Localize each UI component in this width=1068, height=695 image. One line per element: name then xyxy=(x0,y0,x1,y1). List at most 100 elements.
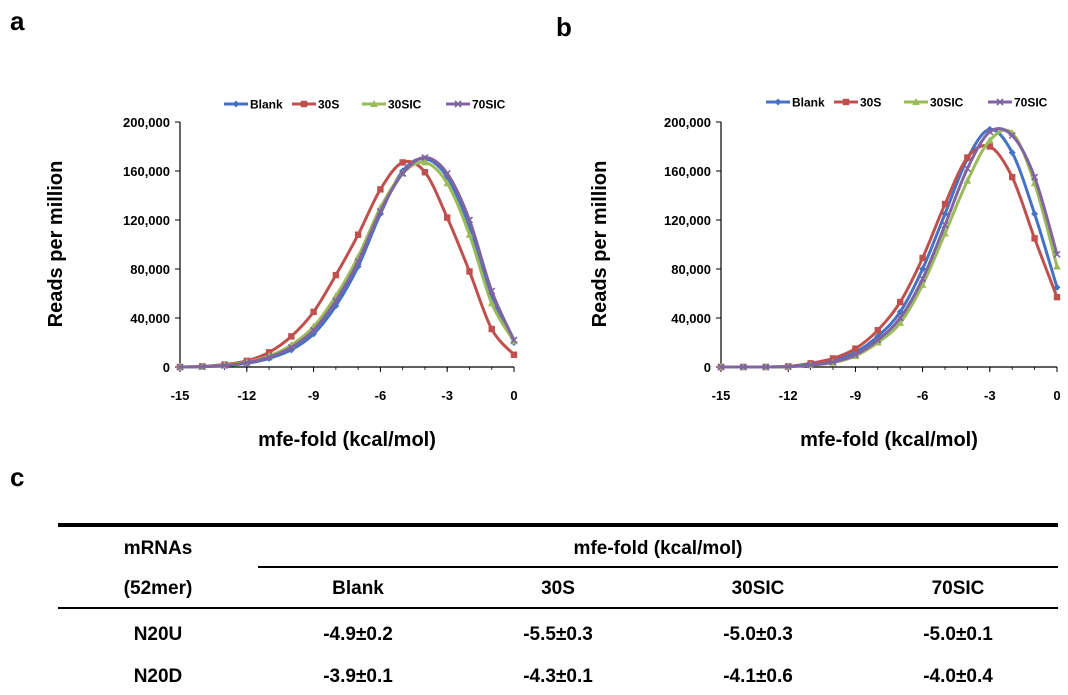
table-group-header: mfe-fold (kcal/mol) xyxy=(573,538,743,559)
chart-a-y-tick-label: 160,000 xyxy=(123,164,170,179)
chart-a-data-point-30S xyxy=(510,351,518,358)
chart-a-data-point-30SIC xyxy=(487,299,496,307)
table-col-header-70sic: 70SIC xyxy=(931,578,985,599)
chart-a-data-point-70SIC xyxy=(399,169,407,178)
chart-b-data-point-70SIC xyxy=(896,314,904,322)
chart-b-x-axis-title: mfe-fold (kcal/mol) xyxy=(800,429,978,451)
chart-a-y-axis-title: Reads per million xyxy=(45,161,67,328)
chart-a-series-line-30S xyxy=(179,159,516,369)
chart-b-data-point-30S xyxy=(941,200,949,208)
table-cell: -5.0±0.3 xyxy=(723,624,793,645)
chart-a-data-point-70SIC xyxy=(488,287,496,295)
chart-a-legend-marker xyxy=(454,100,462,108)
chart-b-legend-label: 30SIC xyxy=(930,96,964,110)
chart-b-data-point-30SIC xyxy=(1053,262,1061,270)
chart-a-legend-label: Blank xyxy=(250,98,283,112)
chart-a-data-point-70SIC xyxy=(287,343,295,351)
chart-a-data-point-70SIC xyxy=(332,297,340,305)
chart-b-data-point-70SIC xyxy=(807,361,815,369)
panel-label-a: a xyxy=(10,6,25,36)
chart-b-data-point-70SIC xyxy=(1053,250,1061,258)
chart-a-y-tick-label: 120,000 xyxy=(123,213,170,228)
chart-a-data-point-70SIC xyxy=(376,207,384,215)
chart-b-data-point-30S xyxy=(1031,235,1038,242)
chart-b-legend-label: 30S xyxy=(860,96,881,110)
chart-b-data-point-30S xyxy=(874,327,881,334)
chart-b-data-point-30S xyxy=(1009,173,1016,181)
chart-b-data-point-30S xyxy=(852,345,859,352)
table-header-mrnas: mRNAs xyxy=(123,538,193,559)
chart-a-legend-label: 30S xyxy=(318,98,339,112)
results-table: mRNAs (52mer) mfe-fold (kcal/mol) Blank … xyxy=(58,520,1058,695)
chart-b-legend-label: 70SIC xyxy=(1014,96,1048,110)
chart-b-data-point-30SIC xyxy=(986,136,994,144)
chart-a-x-axis-title: mfe-fold (kcal/mol) xyxy=(258,429,436,451)
panel-label-c: c xyxy=(10,462,25,492)
chart-a-y-tick-label: 80,000 xyxy=(130,262,170,277)
table-header-rule xyxy=(58,607,1058,609)
chart-b-y-tick-label: 40,000 xyxy=(671,311,711,326)
chart-b-y-tick-label: 200,000 xyxy=(664,115,711,130)
chart-a-x-tick-label: -9 xyxy=(308,388,320,403)
table-cell: -4.3±0.1 xyxy=(523,666,593,687)
table-group-rule xyxy=(258,566,1058,568)
chart-b-x-tick-label: -9 xyxy=(850,388,862,403)
chart-a-data-point-30SIC xyxy=(443,179,451,187)
chart-a-data-point-30SIC xyxy=(465,230,474,238)
chart-a-data-point-30S xyxy=(377,186,384,193)
chart-b-data-point-70SIC xyxy=(1008,131,1016,140)
chart-a-data-point-30S xyxy=(332,271,340,279)
chart-b-series-line-70SIC xyxy=(721,127,1059,369)
chart-b-data-point-Blank xyxy=(919,265,927,273)
chart-a-data-point-30S xyxy=(399,159,406,166)
chart-b-data-point-70SIC xyxy=(919,275,927,283)
table-header-52mer: (52mer) xyxy=(123,578,193,599)
chart-b-y-tick-label: 80,000 xyxy=(671,262,711,277)
chart-b-legend-marker xyxy=(912,98,920,105)
panel-label-b: b xyxy=(556,12,572,42)
chart-a-data-point-30S xyxy=(310,308,317,316)
chart-b-data-point-30S xyxy=(897,298,904,306)
chart-a-data-point-30S xyxy=(421,169,429,176)
chart-b-y-axis-title: Reads per million xyxy=(589,161,611,328)
chart-a-series-line-70SIC xyxy=(179,156,516,369)
chart-a-data-point-70SIC xyxy=(354,258,362,266)
chart-b-data-point-Blank xyxy=(1031,210,1039,218)
chart-a-series-line-30SIC xyxy=(179,160,516,369)
table-cell: -3.9±0.1 xyxy=(323,666,393,687)
chart-b-data-point-30SIC xyxy=(918,280,927,288)
table-row-label: N20D xyxy=(133,666,183,687)
table-col-header-30s: 30S xyxy=(541,578,575,599)
table-cell: -5.0±0.1 xyxy=(923,624,993,645)
chart-panel-a: 0 40,000 80,000 120,000 160,000 200,000 -15 -12… xyxy=(45,96,1061,451)
chart-a-data-point-70SIC xyxy=(310,326,318,334)
table-top-rule xyxy=(58,523,1058,527)
chart-a-x-tick-label: -6 xyxy=(375,388,387,403)
chart-a-data-point-30S xyxy=(466,268,473,275)
chart-a-y-tick-label: 40,000 xyxy=(130,311,170,326)
table-cell: -4.1±0.6 xyxy=(723,666,793,687)
chart-b-data-point-70SIC xyxy=(829,358,837,366)
chart-b-x-tick-label: -6 xyxy=(917,388,929,403)
chart-b-data-point-70SIC xyxy=(963,164,971,173)
chart-a-data-point-30S xyxy=(444,214,451,221)
chart-a-data-point-30S xyxy=(354,231,362,238)
chart-b-data-point-30SIC xyxy=(941,229,949,237)
chart-b-data-point-70SIC xyxy=(739,363,747,371)
table-col-header-30sic: 30SIC xyxy=(731,578,785,599)
chart-b-y-tick-label: 160,000 xyxy=(664,164,711,179)
chart-a-data-point-70SIC xyxy=(220,361,229,370)
chart-b-data-point-Blank xyxy=(941,210,949,218)
chart-a-data-point-70SIC xyxy=(198,363,206,371)
chart-a-y-tick-label: 200,000 xyxy=(123,115,170,130)
chart-a-legend-marker xyxy=(232,100,240,108)
chart-a-x-tick-label: -12 xyxy=(237,388,256,403)
table-cell: -5.5±0.3 xyxy=(523,624,593,645)
chart-b-y-tick-label: 120,000 xyxy=(664,213,711,228)
chart-a-data-point-70SIC xyxy=(243,359,251,367)
chart-a-data-point-70SIC xyxy=(510,336,518,344)
chart-a-x-tick-label: 0 xyxy=(510,388,517,403)
chart-a-data-point-70SIC xyxy=(421,153,429,162)
chart-a-series-line-Blank xyxy=(179,157,516,369)
table-col-header-blank: Blank xyxy=(332,578,384,599)
